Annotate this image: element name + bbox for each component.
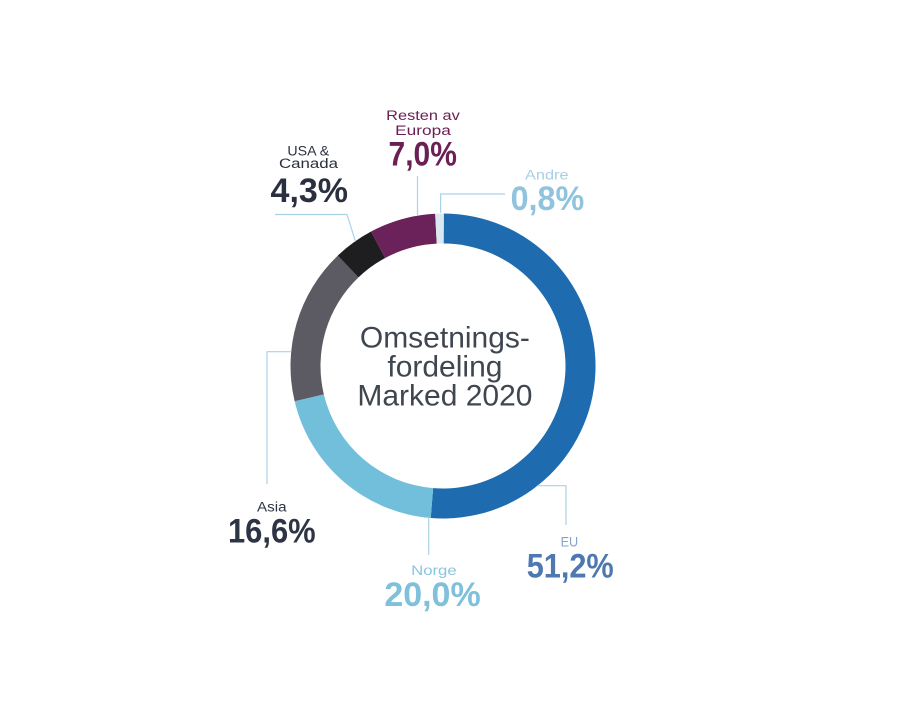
svg-text:Norge: Norge <box>411 563 457 578</box>
svg-text:16,6%: 16,6% <box>228 513 316 551</box>
svg-text:Europa: Europa <box>395 123 451 138</box>
svg-text:fordeling: fordeling <box>387 351 502 384</box>
svg-text:Resten av: Resten av <box>386 108 460 123</box>
svg-text:Canada: Canada <box>279 156 339 171</box>
svg-text:Asia: Asia <box>257 500 287 515</box>
svg-text:Omsetnings-: Omsetnings- <box>360 322 530 355</box>
svg-text:7,0%: 7,0% <box>389 136 457 174</box>
svg-text:EU: EU <box>561 535 579 550</box>
svg-text:Marked 2020: Marked 2020 <box>357 379 532 412</box>
svg-text:0,8%: 0,8% <box>511 180 585 218</box>
svg-text:USA &: USA & <box>287 144 329 159</box>
svg-text:20,0%: 20,0% <box>384 576 480 614</box>
svg-text:4,3%: 4,3% <box>271 172 349 210</box>
svg-text:Andre: Andre <box>525 168 569 183</box>
svg-text:51,2%: 51,2% <box>527 548 614 586</box>
